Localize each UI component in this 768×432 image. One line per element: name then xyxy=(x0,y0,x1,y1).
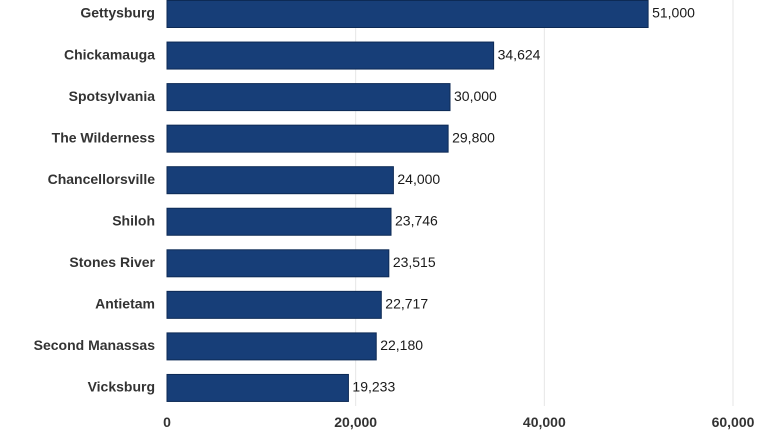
data-label-3: 29,800 xyxy=(452,129,495,145)
data-label-2: 30,000 xyxy=(454,88,497,104)
bar-7 xyxy=(166,290,382,319)
bars xyxy=(166,0,649,402)
category-label-5: Shiloh xyxy=(112,212,155,228)
bar-2 xyxy=(166,83,451,112)
x-tick-label-3: 60,000 xyxy=(712,414,755,430)
data-label-7: 22,717 xyxy=(385,296,428,312)
data-label-4: 24,000 xyxy=(397,171,440,187)
bar-4 xyxy=(166,166,394,195)
data-label-9: 19,233 xyxy=(352,379,395,395)
data-label-8: 22,180 xyxy=(380,337,423,353)
bar-5 xyxy=(166,207,392,236)
category-label-9: Vicksburg xyxy=(88,379,155,395)
category-label-2: Spotsylvania xyxy=(69,88,156,104)
category-label-7: Antietam xyxy=(95,296,155,312)
bar-0 xyxy=(166,0,649,28)
data-labels: 51,000 34,624 30,000 29,800 24,000 23,746 23,5… xyxy=(352,5,695,395)
bar-3 xyxy=(166,124,449,153)
category-label-3: The Wilderness xyxy=(52,129,156,145)
x-tick-label-1: 20,000 xyxy=(334,414,377,430)
bar-9 xyxy=(166,373,349,402)
data-label-1: 34,624 xyxy=(498,46,541,62)
category-labels: Gettysburg Chickamauga Spotsylvania The Wil… xyxy=(34,5,156,395)
x-tick-label-0: 0 xyxy=(163,414,171,430)
category-label-1: Chickamauga xyxy=(64,46,155,62)
x-tick-label-2: 40,000 xyxy=(523,414,566,430)
category-label-4: Chancellorsville xyxy=(48,171,156,187)
x-axis-tick-labels: 0 20,000 40,000 60,000 xyxy=(163,414,755,430)
data-label-0: 51,000 xyxy=(652,5,695,21)
category-label-8: Second Manassas xyxy=(34,337,156,353)
category-label-6: Stones River xyxy=(69,254,155,270)
category-label-0: Gettysburg xyxy=(80,5,155,21)
bar-6 xyxy=(166,249,390,278)
bar-1 xyxy=(166,41,495,70)
bar-8 xyxy=(166,332,377,361)
data-label-5: 23,746 xyxy=(395,212,438,228)
data-label-6: 23,515 xyxy=(393,254,436,270)
